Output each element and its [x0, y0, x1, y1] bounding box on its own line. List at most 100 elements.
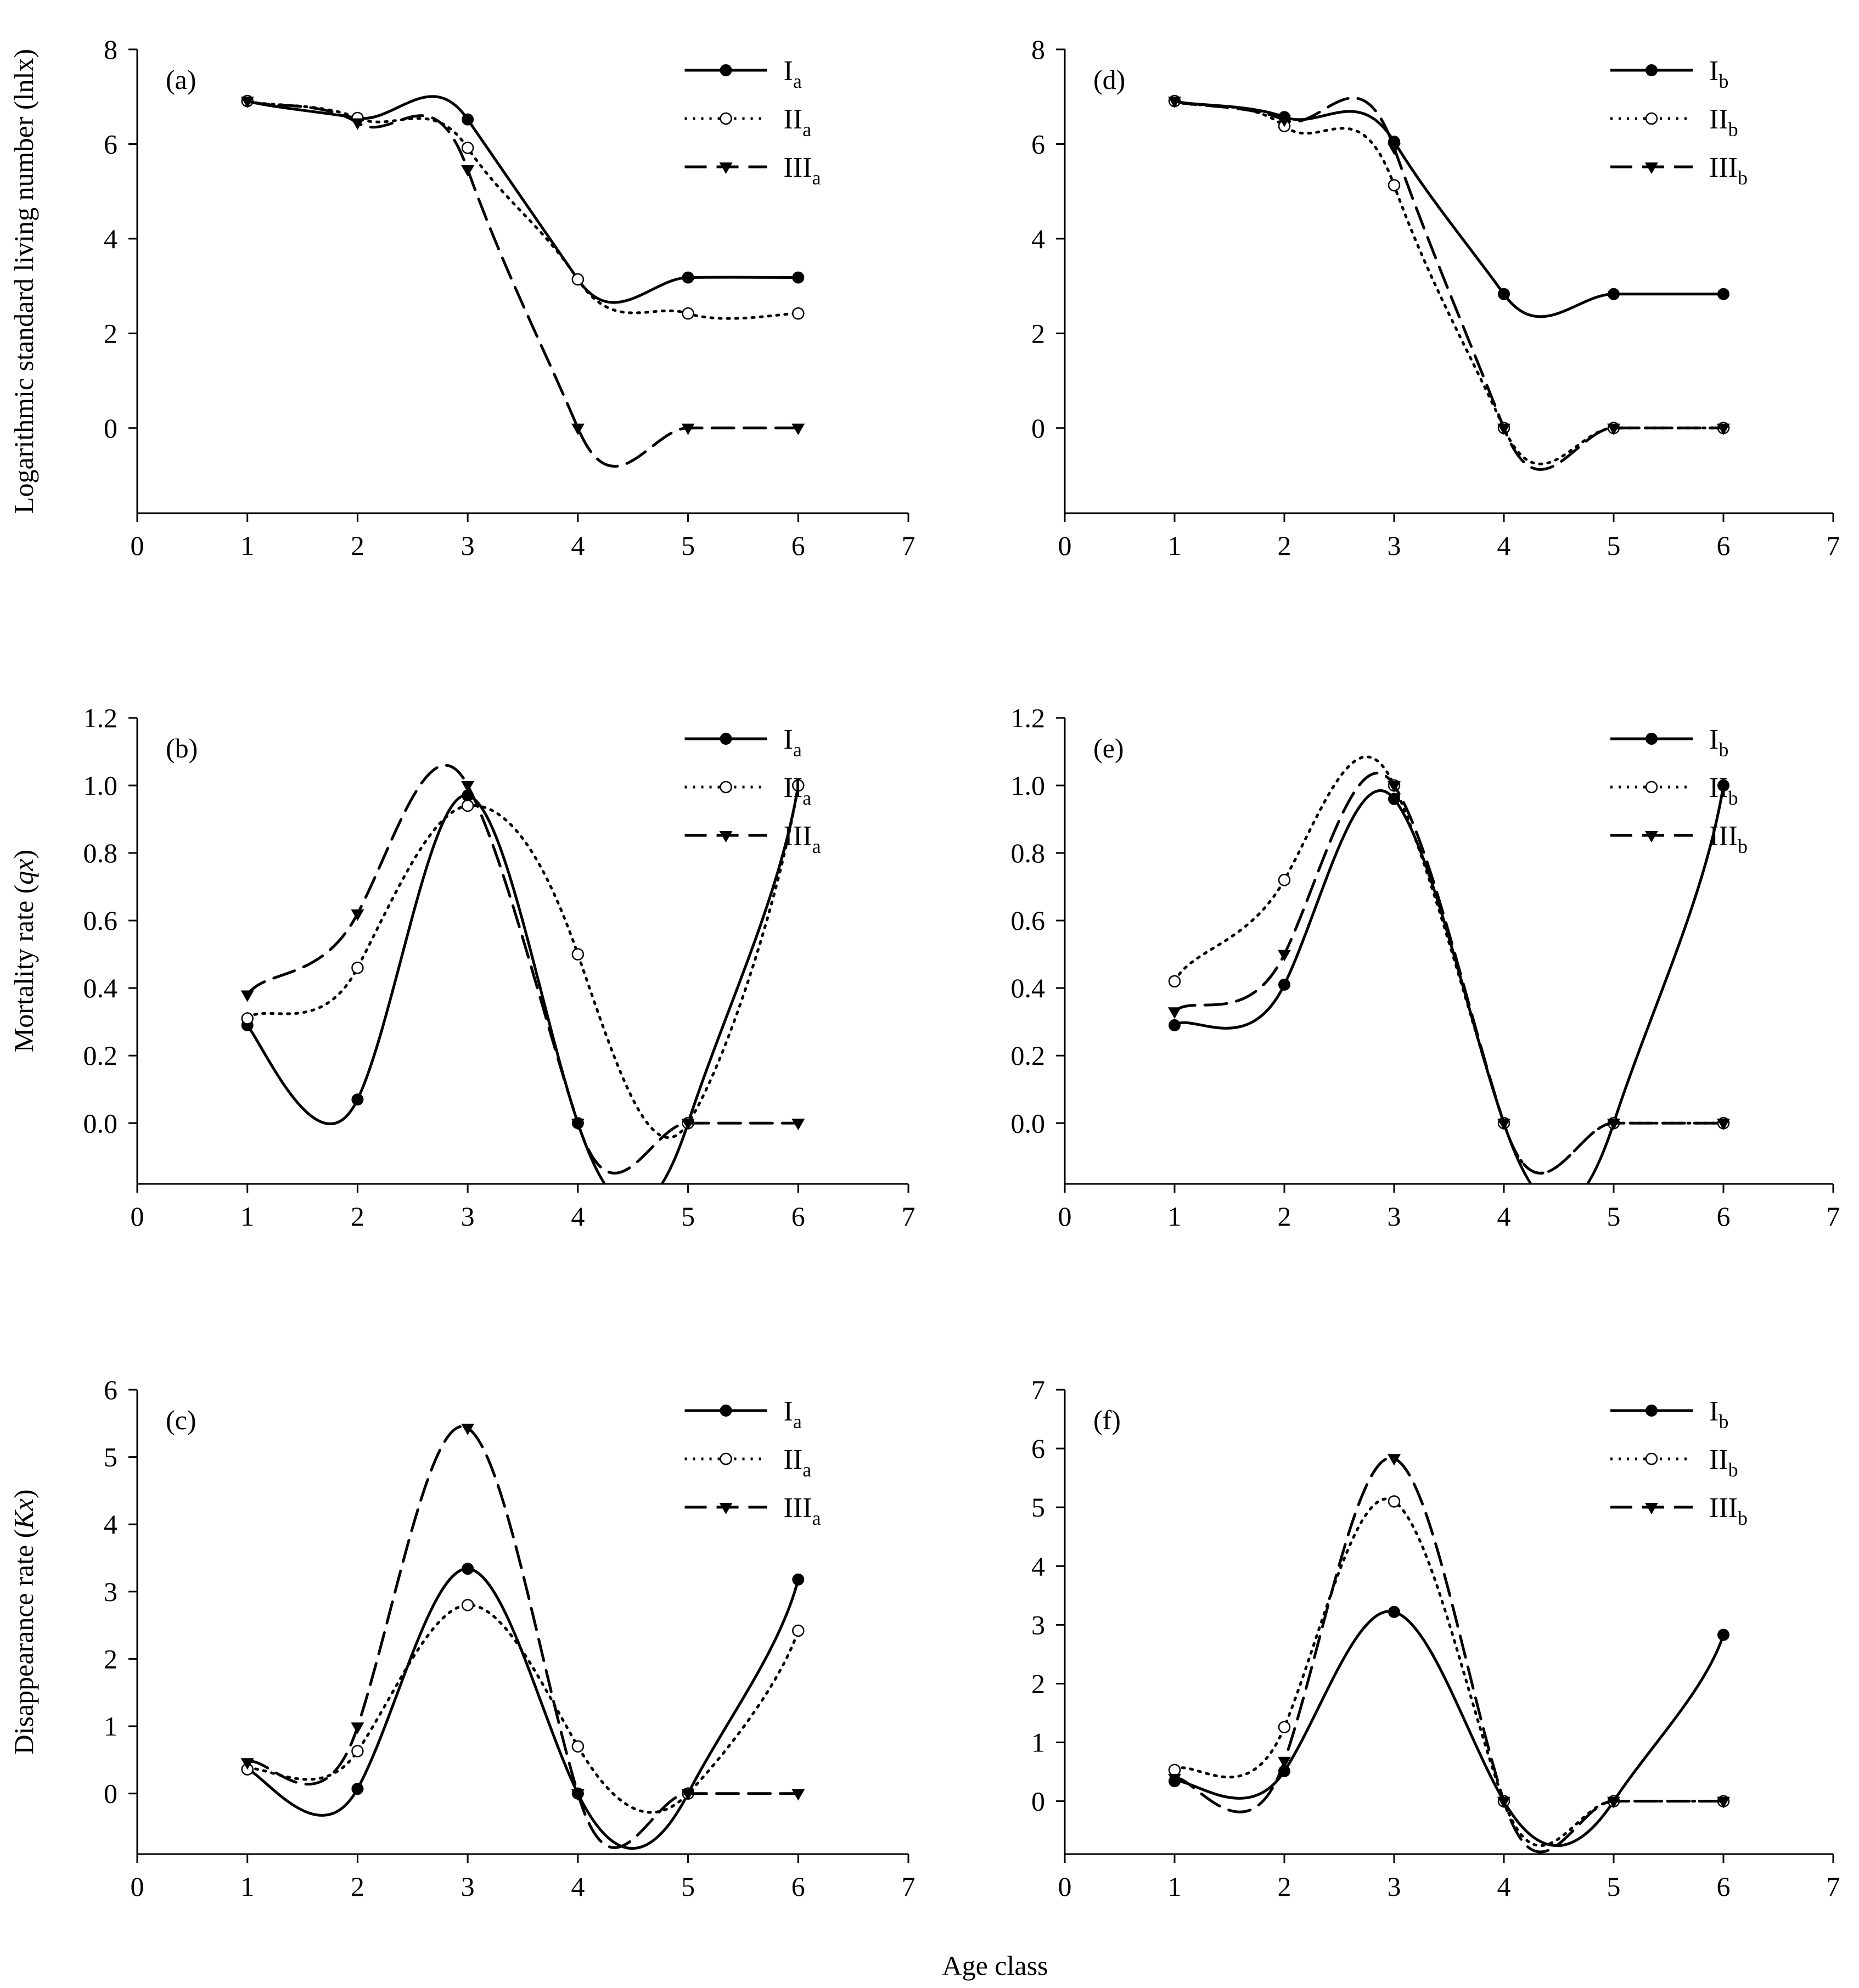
legend-subscript: b	[1728, 119, 1738, 141]
panel-label: (c)	[166, 1405, 196, 1435]
legend-subscript: a	[793, 1411, 802, 1433]
legend-marker	[1645, 733, 1658, 745]
series-Ia	[241, 779, 805, 1184]
data-point	[1168, 96, 1181, 108]
panel-label: (e)	[1093, 733, 1124, 763]
legend-marker	[720, 780, 732, 794]
legend-entry: IIIa	[784, 821, 821, 857]
x-tick-label: 1	[1168, 1201, 1182, 1232]
legend-subscript: b	[1718, 70, 1728, 92]
y-tick-label: 0.4	[1011, 973, 1046, 1003]
x-tick-label: 3	[461, 1871, 475, 1902]
y-tick-label: 0.2	[1011, 1040, 1046, 1071]
data-point	[571, 1789, 585, 1801]
legend-subscript: a	[793, 739, 802, 761]
legend-subscript: b	[1728, 1459, 1738, 1481]
x-tick-label: 0	[1058, 1871, 1072, 1902]
legend-subscript: b	[1728, 787, 1738, 809]
data-point	[791, 1789, 805, 1801]
legend-subscript: b	[1738, 167, 1748, 189]
series-IIb	[1168, 1495, 1730, 1847]
x-tick-label: 2	[351, 1201, 364, 1232]
y-tick-label: 0	[104, 1778, 117, 1809]
data-point	[1168, 975, 1181, 988]
y-tick-label: 1.2	[83, 703, 118, 733]
data-point	[1388, 143, 1401, 155]
x-tick-label: 4	[1497, 530, 1511, 561]
legend-label: II	[1709, 104, 1728, 135]
legend-entry: IIa	[784, 104, 812, 141]
series-line	[246, 763, 800, 1175]
legend-entry: Ib	[1709, 724, 1728, 761]
series-line	[246, 1425, 800, 1849]
series-line	[246, 99, 800, 320]
legend-entry: IIIa	[784, 152, 821, 189]
data-point	[1388, 179, 1401, 192]
legend-entry: Ia	[784, 55, 802, 92]
x-tick-label: 0	[131, 1871, 144, 1902]
legend-marker	[720, 1452, 732, 1465]
legend-label: III	[1709, 821, 1738, 852]
legend-label: I	[784, 724, 793, 755]
y-tick-label: 1.2	[1011, 703, 1046, 733]
y-tick-label: 4	[1031, 1551, 1045, 1581]
x-tick-label: 0	[131, 1201, 144, 1232]
legend-marker	[719, 1503, 733, 1514]
legend-subscript: a	[802, 119, 811, 141]
legend-marker	[1645, 1503, 1658, 1514]
x-tick-label: 5	[681, 530, 695, 561]
data-point	[461, 1423, 475, 1435]
legend-label: I	[1709, 55, 1718, 87]
y-tick-label: 0	[1031, 1786, 1045, 1817]
data-point	[240, 990, 254, 1002]
x-axis-title: Age class	[942, 1950, 1048, 1981]
series-line	[1173, 784, 1725, 1184]
y-tick-label: 6	[104, 1374, 117, 1405]
series-IIa	[241, 1599, 805, 1814]
data-point	[1497, 1796, 1510, 1809]
series-Ia	[241, 94, 805, 304]
data-point	[1388, 781, 1401, 793]
legend-entry: IIIb	[1709, 152, 1748, 189]
data-point	[791, 1119, 805, 1131]
x-tick-label: 2	[1278, 1871, 1291, 1902]
data-point	[462, 1563, 474, 1575]
x-tick-label: 4	[571, 1201, 585, 1232]
data-point	[571, 423, 585, 435]
data-point	[1717, 779, 1729, 792]
y-tick-label: 2	[104, 318, 117, 349]
series-IIa	[241, 94, 805, 320]
legend-label: III	[1709, 1492, 1738, 1524]
chart-panel-5: 0 1 2 3 4 5 6 70.00.20.40.60.81.01.2(e) IbIIbIII…	[1011, 703, 1840, 1232]
data-point	[240, 1758, 254, 1770]
data-point	[682, 271, 694, 284]
x-tick-label: 7	[1827, 1201, 1840, 1232]
y-tick-label: 6	[1031, 1433, 1045, 1464]
y-tick-label: 0.2	[83, 1040, 118, 1071]
x-tick-label: 7	[1827, 1871, 1840, 1902]
series-line	[1173, 772, 1725, 1175]
y-tick-label: 0	[104, 413, 117, 443]
panel-label: (b)	[166, 733, 198, 763]
data-point	[461, 799, 474, 812]
y-axis-title-symbol: Kx	[8, 1498, 39, 1530]
y-tick-label: 1.0	[1011, 770, 1046, 801]
legend-subscript: b	[1738, 835, 1748, 857]
legend-entry: Ia	[784, 724, 802, 761]
legend-label: II	[784, 1444, 803, 1475]
legend-marker	[720, 112, 732, 125]
data-point	[1388, 1454, 1401, 1466]
y-tick-label: 8	[104, 34, 117, 65]
legend-marker	[1645, 112, 1658, 125]
legend-label: II	[1709, 1444, 1728, 1475]
data-point	[791, 423, 805, 435]
x-tick-label: 6	[791, 1201, 805, 1232]
data-point	[1497, 1119, 1510, 1131]
x-tick-label: 7	[902, 530, 916, 561]
y-tick-label: 0.6	[83, 905, 118, 936]
y-tick-label: 1	[104, 1711, 117, 1742]
